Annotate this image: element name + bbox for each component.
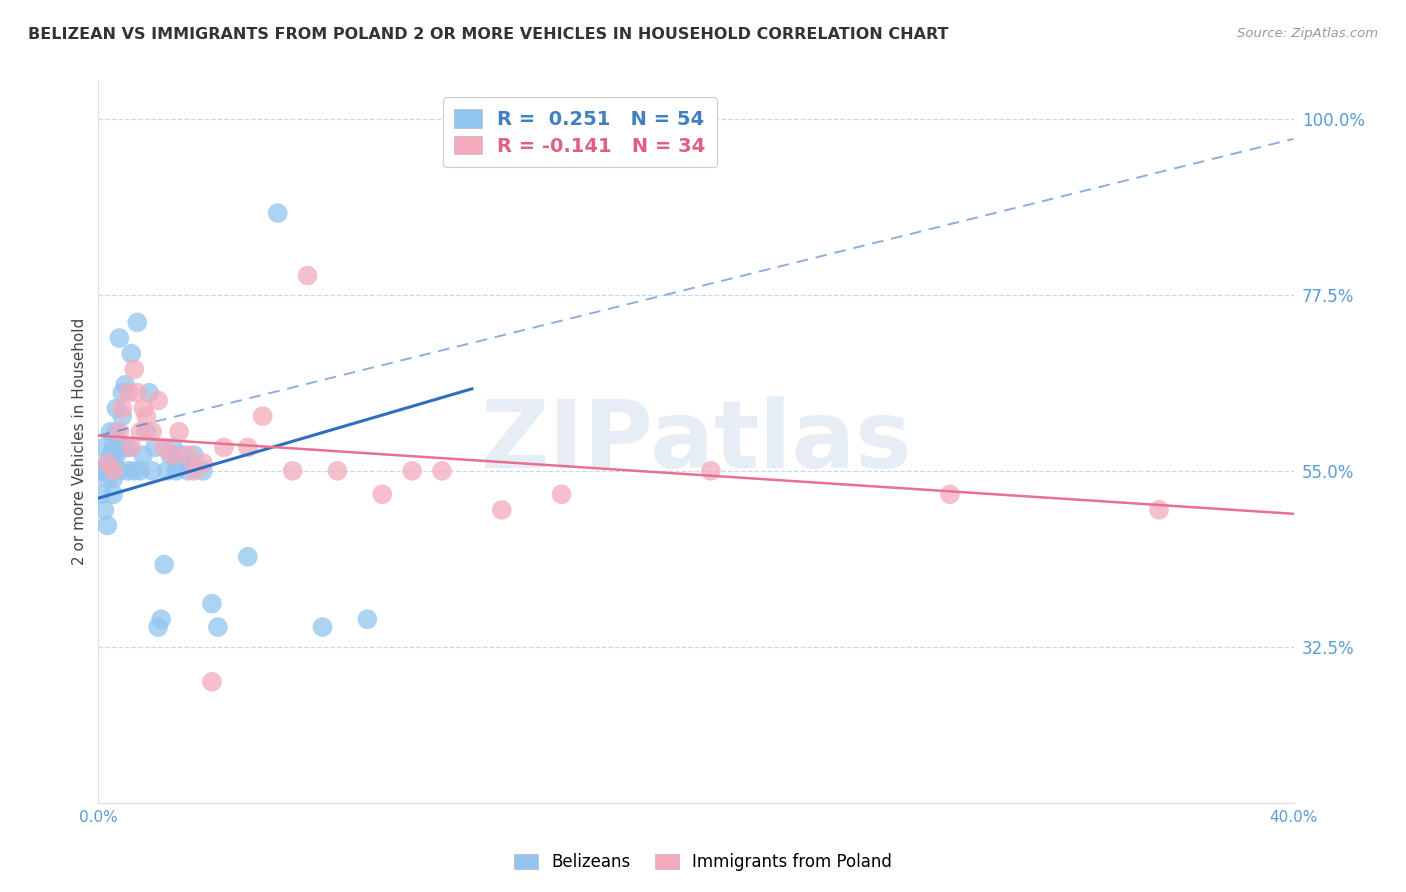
Point <box>120 346 142 360</box>
Point <box>201 597 224 611</box>
Point <box>108 464 131 478</box>
Point <box>103 487 125 501</box>
Point <box>371 487 394 501</box>
Point <box>252 409 274 424</box>
Point <box>129 425 152 439</box>
Point <box>90 464 112 478</box>
Point <box>96 472 118 486</box>
Point <box>96 456 118 470</box>
Point <box>132 401 155 416</box>
Point <box>162 441 184 455</box>
Point <box>98 448 122 462</box>
Point <box>127 385 149 400</box>
Point <box>183 464 205 478</box>
Point <box>111 385 134 400</box>
Point <box>148 393 170 408</box>
Point <box>105 401 128 416</box>
Point <box>236 441 259 455</box>
Point <box>177 448 200 462</box>
Point <box>177 464 200 478</box>
Point <box>96 456 118 470</box>
Point <box>311 620 333 634</box>
Point <box>98 425 122 439</box>
Point <box>105 425 128 439</box>
Point <box>96 518 118 533</box>
Point <box>120 441 142 455</box>
Point <box>212 441 235 455</box>
Point <box>167 425 190 439</box>
Point <box>103 456 125 470</box>
Point <box>281 464 304 478</box>
Point <box>114 378 136 392</box>
Point <box>939 487 962 501</box>
Y-axis label: 2 or more Vehicles in Household: 2 or more Vehicles in Household <box>72 318 87 566</box>
Point <box>124 464 146 478</box>
Point <box>191 456 214 470</box>
Point <box>117 464 139 478</box>
Point <box>153 441 176 455</box>
Point <box>132 448 155 462</box>
Point <box>108 441 131 455</box>
Point <box>207 620 229 634</box>
Point <box>430 464 453 478</box>
Point <box>201 674 224 689</box>
Point <box>165 464 187 478</box>
Point <box>117 441 139 455</box>
Text: Source: ZipAtlas.com: Source: ZipAtlas.com <box>1237 27 1378 40</box>
Point <box>183 448 205 462</box>
Point <box>491 503 513 517</box>
Point <box>108 331 131 345</box>
Point <box>111 401 134 416</box>
Point <box>98 464 122 478</box>
Point <box>267 206 290 220</box>
Point <box>93 441 115 455</box>
Point <box>148 620 170 634</box>
Point <box>159 448 181 462</box>
Point <box>150 612 173 626</box>
Legend: R =  0.251   N = 54, R = -0.141   N = 34: R = 0.251 N = 54, R = -0.141 N = 34 <box>443 97 717 168</box>
Point <box>162 448 184 462</box>
Point <box>356 612 378 626</box>
Point <box>138 385 160 400</box>
Point <box>105 448 128 462</box>
Point <box>114 441 136 455</box>
Text: BELIZEAN VS IMMIGRANTS FROM POLAND 2 OR MORE VEHICLES IN HOUSEHOLD CORRELATION C: BELIZEAN VS IMMIGRANTS FROM POLAND 2 OR … <box>28 27 949 42</box>
Point <box>401 464 423 478</box>
Point <box>124 362 146 376</box>
Point <box>141 425 163 439</box>
Text: ZIPatlas: ZIPatlas <box>481 395 911 488</box>
Point <box>93 503 115 517</box>
Point <box>172 448 194 462</box>
Point <box>326 464 349 478</box>
Point <box>135 425 157 439</box>
Point <box>700 464 723 478</box>
Legend: Belizeans, Immigrants from Poland: Belizeans, Immigrants from Poland <box>506 845 900 880</box>
Point <box>111 409 134 424</box>
Point <box>108 425 131 439</box>
Point <box>153 558 176 572</box>
Point <box>236 549 259 564</box>
Point <box>167 456 190 470</box>
Point <box>156 464 179 478</box>
Point <box>143 441 166 455</box>
Point <box>90 487 112 501</box>
Point <box>191 464 214 478</box>
Point <box>297 268 319 283</box>
Point <box>93 464 115 478</box>
Point <box>550 487 572 501</box>
Point <box>127 315 149 329</box>
Point <box>103 441 125 455</box>
Point <box>117 385 139 400</box>
Point <box>1147 503 1170 517</box>
Point <box>103 472 125 486</box>
Point <box>129 464 152 478</box>
Point <box>103 464 125 478</box>
Point <box>141 464 163 478</box>
Point <box>135 409 157 424</box>
